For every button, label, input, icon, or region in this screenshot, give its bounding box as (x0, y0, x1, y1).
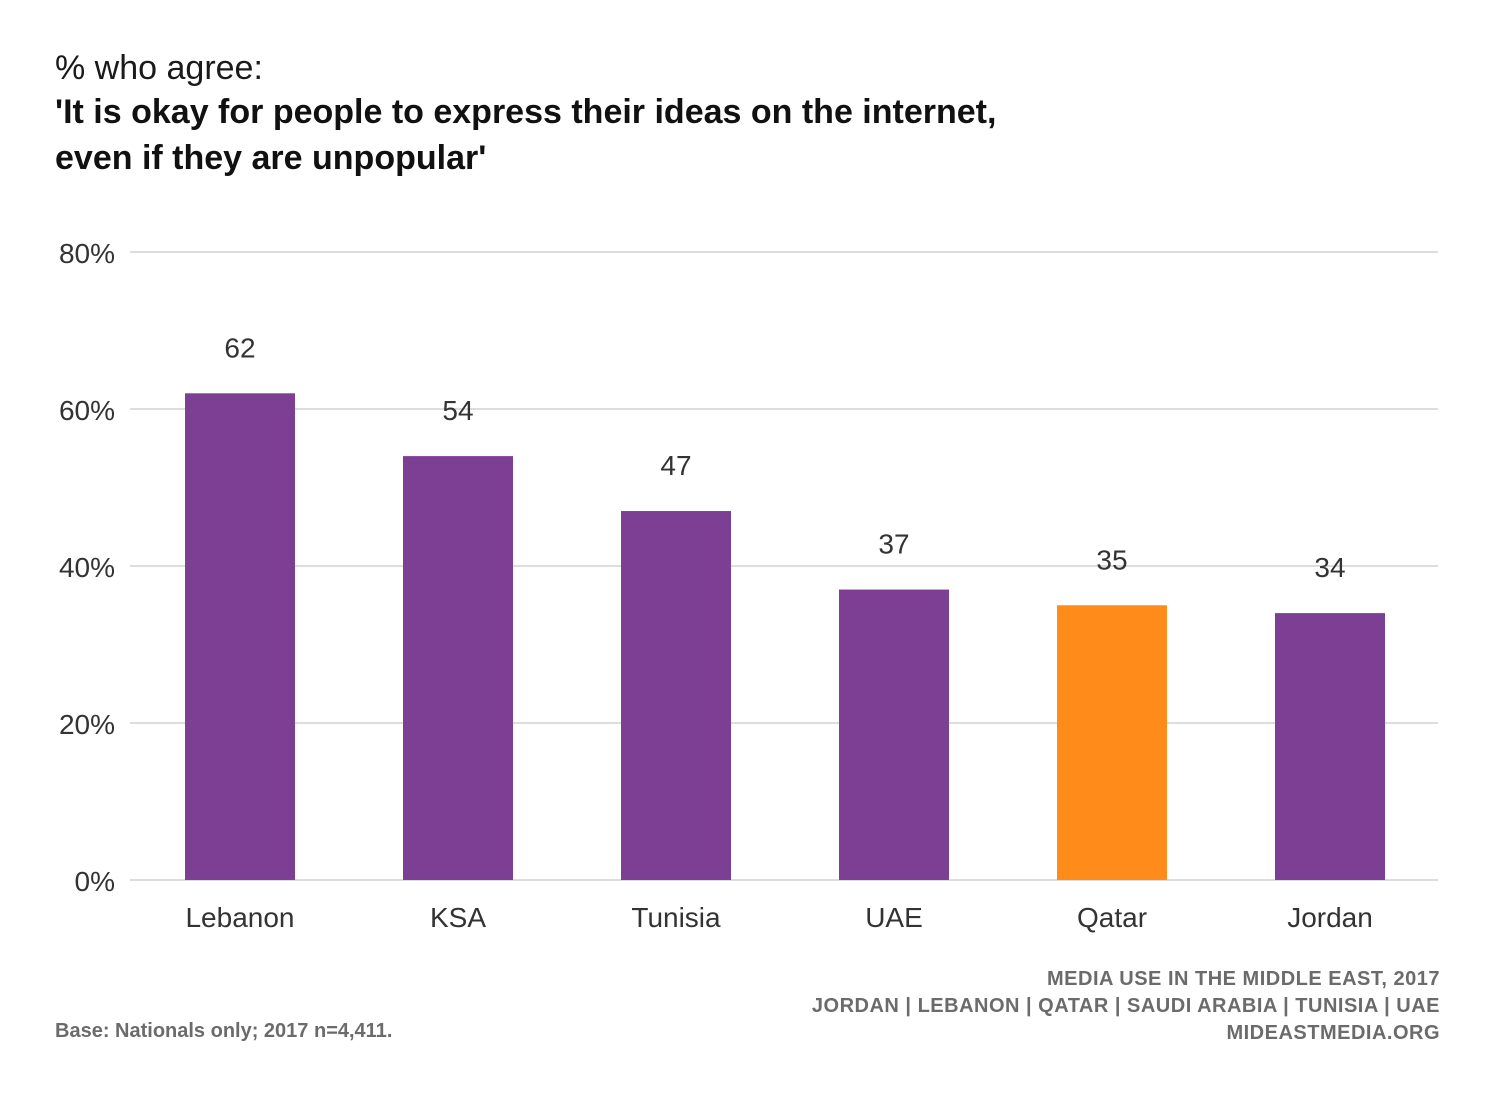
bar-lebanon (185, 393, 295, 880)
bar-tunisia (621, 511, 731, 880)
bars (185, 393, 1385, 880)
data-labels: 62 54 47 37 35 34 (224, 332, 1345, 583)
source-line-1: MEDIA USE IN THE MIDDLE EAST, 2017 (1047, 968, 1440, 990)
x-tick-label: Lebanon (185, 902, 294, 933)
bar-ksa (403, 456, 513, 880)
gridlines (130, 251, 1438, 881)
chart-title-line-2: even if they are unpopular' (55, 139, 487, 177)
x-axis-tick-labels: Lebanon KSA Tunisia UAE Qatar Jordan (185, 902, 1372, 933)
y-tick-label: 60% (59, 395, 115, 426)
source-line-2: JORDAN | LEBANON | QATAR | SAUDI ARABIA … (811, 995, 1440, 1017)
chart-subtitle: % who agree: (55, 49, 263, 87)
y-tick-label: 0% (75, 866, 115, 897)
bar-uae (839, 589, 949, 880)
chart-header: % who agree: 'It is okay for people to e… (55, 48, 996, 180)
chart-title-line-1: 'It is okay for people to express their … (55, 93, 997, 131)
data-label: 35 (1096, 544, 1127, 575)
bar-jordan (1275, 613, 1385, 880)
y-axis-tick-labels: 0% 20% 40% 60% 80% (59, 238, 115, 897)
y-tick-label: 40% (59, 552, 115, 583)
x-tick-label: Jordan (1287, 902, 1373, 933)
y-tick-label: 20% (59, 709, 115, 740)
data-label: 47 (660, 450, 691, 481)
data-label: 54 (442, 395, 473, 426)
data-label: 62 (224, 332, 255, 363)
x-tick-label: KSA (430, 902, 486, 933)
source-credit: MEDIA USE IN THE MIDDLE EAST, 2017 JORDA… (812, 966, 1440, 1047)
source-line-3: MIDEASTMEDIA.ORG (1226, 1022, 1440, 1044)
x-tick-label: Qatar (1077, 902, 1147, 933)
x-tick-label: Tunisia (631, 902, 721, 933)
bar-qatar (1057, 605, 1167, 880)
base-note: Base: Nationals only; 2017 n=4,411. (55, 1020, 393, 1042)
data-label: 37 (878, 529, 909, 560)
x-tick-label: UAE (865, 902, 923, 933)
data-label: 34 (1314, 552, 1345, 583)
y-tick-label: 80% (59, 238, 115, 269)
